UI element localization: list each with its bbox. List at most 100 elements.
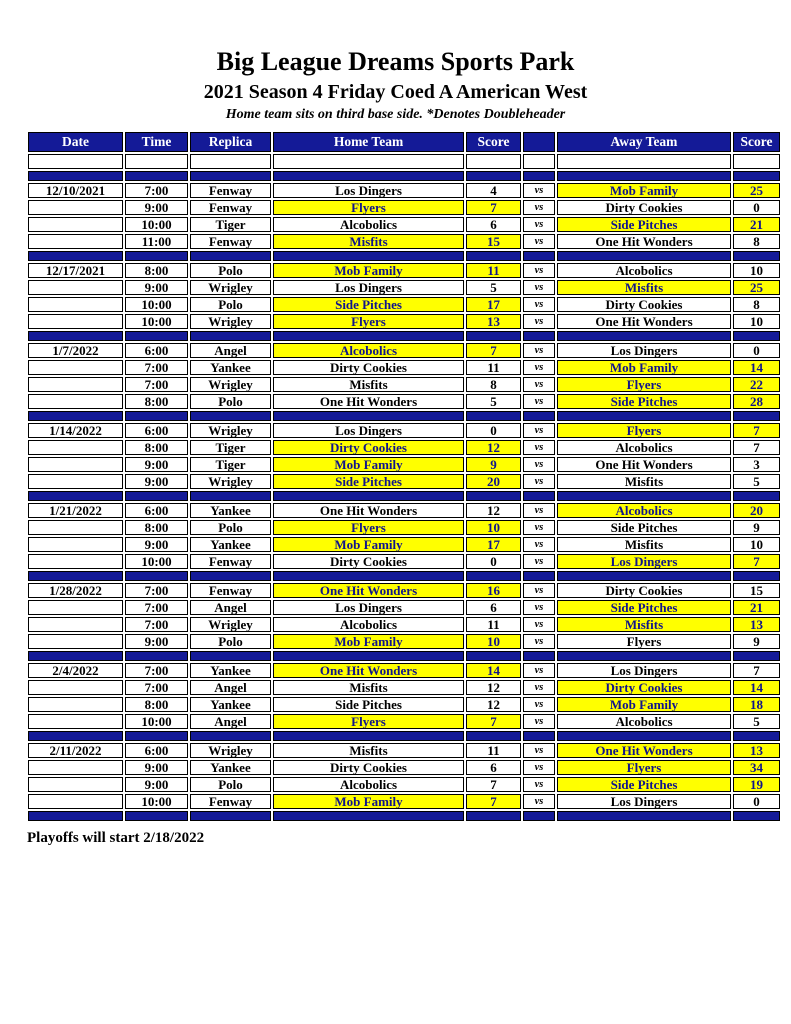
separator-cell <box>190 331 271 341</box>
home-team-cell: Los Dingers <box>273 183 464 198</box>
col-header-away-score: Score <box>733 132 780 152</box>
separator-cell <box>28 331 123 341</box>
vs-label: vs <box>523 457 555 472</box>
game-row: 9:00 Yankee Dirty Cookies 6 vs Flyers 34 <box>28 760 780 775</box>
away-team-cell: Misfits <box>557 617 731 632</box>
game-row: 2/11/2022 6:00 Wrigley Misfits 11 vs One… <box>28 743 780 758</box>
away-team-cell: Side Pitches <box>557 777 731 792</box>
time-cell: 9:00 <box>125 200 188 215</box>
game-row: 9:00 Polo Mob Family 10 vs Flyers 9 <box>28 634 780 649</box>
replica-cell: Wrigley <box>190 280 271 295</box>
time-cell: 10:00 <box>125 554 188 569</box>
replica-cell: Polo <box>190 777 271 792</box>
date-cell <box>28 217 123 232</box>
home-team-cell: Misfits <box>273 234 464 249</box>
away-team-cell: Los Dingers <box>557 794 731 809</box>
away-score-cell: 10 <box>733 263 780 278</box>
date-cell <box>28 474 123 489</box>
separator-cell <box>125 571 188 581</box>
vs-label: vs <box>523 777 555 792</box>
vs-label: vs <box>523 554 555 569</box>
game-row: 12/17/2021 8:00 Polo Mob Family 11 vs Al… <box>28 263 780 278</box>
replica-cell: Wrigley <box>190 474 271 489</box>
separator-cell <box>733 331 780 341</box>
separator-row <box>28 731 780 741</box>
replica-cell: Fenway <box>190 554 271 569</box>
separator-cell <box>28 491 123 501</box>
time-cell: 7:00 <box>125 680 188 695</box>
separator-cell <box>523 491 555 501</box>
time-cell: 7:00 <box>125 617 188 632</box>
vs-label: vs <box>523 680 555 695</box>
home-score-cell: 7 <box>466 777 521 792</box>
separator-cell <box>466 491 521 501</box>
separator-cell <box>190 651 271 661</box>
separator-row <box>28 491 780 501</box>
date-cell: 1/21/2022 <box>28 503 123 518</box>
separator-cell <box>125 811 188 821</box>
home-score-cell: 6 <box>466 217 521 232</box>
date-cell: 2/11/2022 <box>28 743 123 758</box>
separator-cell <box>557 571 731 581</box>
replica-cell: Fenway <box>190 183 271 198</box>
col-header-away-team: Away Team <box>557 132 731 152</box>
time-cell: 10:00 <box>125 314 188 329</box>
home-score-cell: 12 <box>466 440 521 455</box>
replica-cell: Yankee <box>190 537 271 552</box>
away-score-cell: 21 <box>733 217 780 232</box>
vs-label: vs <box>523 423 555 438</box>
home-team-cell: Dirty Cookies <box>273 760 464 775</box>
home-team-cell: Alcobolics <box>273 617 464 632</box>
home-team-cell: Los Dingers <box>273 280 464 295</box>
separator-cell <box>466 171 521 181</box>
separator-cell <box>125 491 188 501</box>
date-cell: 1/14/2022 <box>28 423 123 438</box>
home-team-cell: One Hit Wonders <box>273 503 464 518</box>
home-team-cell: Side Pitches <box>273 697 464 712</box>
separator-cell <box>733 171 780 181</box>
home-team-cell: Mob Family <box>273 537 464 552</box>
separator-cell <box>733 251 780 261</box>
empty-cell <box>733 154 780 169</box>
away-score-cell: 8 <box>733 234 780 249</box>
vs-label: vs <box>523 263 555 278</box>
vs-label: vs <box>523 697 555 712</box>
away-team-cell: Dirty Cookies <box>557 680 731 695</box>
time-cell: 7:00 <box>125 377 188 392</box>
game-row: 7:00 Angel Los Dingers 6 vs Side Pitches… <box>28 600 780 615</box>
date-cell <box>28 314 123 329</box>
home-score-cell: 5 <box>466 394 521 409</box>
separator-cell <box>557 331 731 341</box>
separator-cell <box>125 651 188 661</box>
replica-cell: Yankee <box>190 663 271 678</box>
separator-cell <box>273 731 464 741</box>
away-team-cell: Mob Family <box>557 183 731 198</box>
away-team-cell: Dirty Cookies <box>557 297 731 312</box>
away-score-cell: 7 <box>733 440 780 455</box>
away-team-cell: Side Pitches <box>557 520 731 535</box>
vs-label: vs <box>523 583 555 598</box>
separator-cell <box>557 491 731 501</box>
away-score-cell: 14 <box>733 680 780 695</box>
separator-row <box>28 571 780 581</box>
away-score-cell: 18 <box>733 697 780 712</box>
game-row: 8:00 Polo Flyers 10 vs Side Pitches 9 <box>28 520 780 535</box>
vs-label: vs <box>523 474 555 489</box>
away-score-cell: 10 <box>733 537 780 552</box>
date-cell: 12/17/2021 <box>28 263 123 278</box>
away-score-cell: 0 <box>733 794 780 809</box>
separator-row <box>28 811 780 821</box>
separator-cell <box>190 491 271 501</box>
home-score-cell: 12 <box>466 697 521 712</box>
time-cell: 9:00 <box>125 537 188 552</box>
game-row: 1/28/2022 7:00 Fenway One Hit Wonders 16… <box>28 583 780 598</box>
date-cell <box>28 280 123 295</box>
away-score-cell: 13 <box>733 743 780 758</box>
separator-cell <box>273 491 464 501</box>
time-cell: 9:00 <box>125 777 188 792</box>
separator-cell <box>273 651 464 661</box>
away-team-cell: One Hit Wonders <box>557 314 731 329</box>
home-team-cell: Alcobolics <box>273 217 464 232</box>
home-team-cell: Flyers <box>273 314 464 329</box>
replica-cell: Angel <box>190 680 271 695</box>
